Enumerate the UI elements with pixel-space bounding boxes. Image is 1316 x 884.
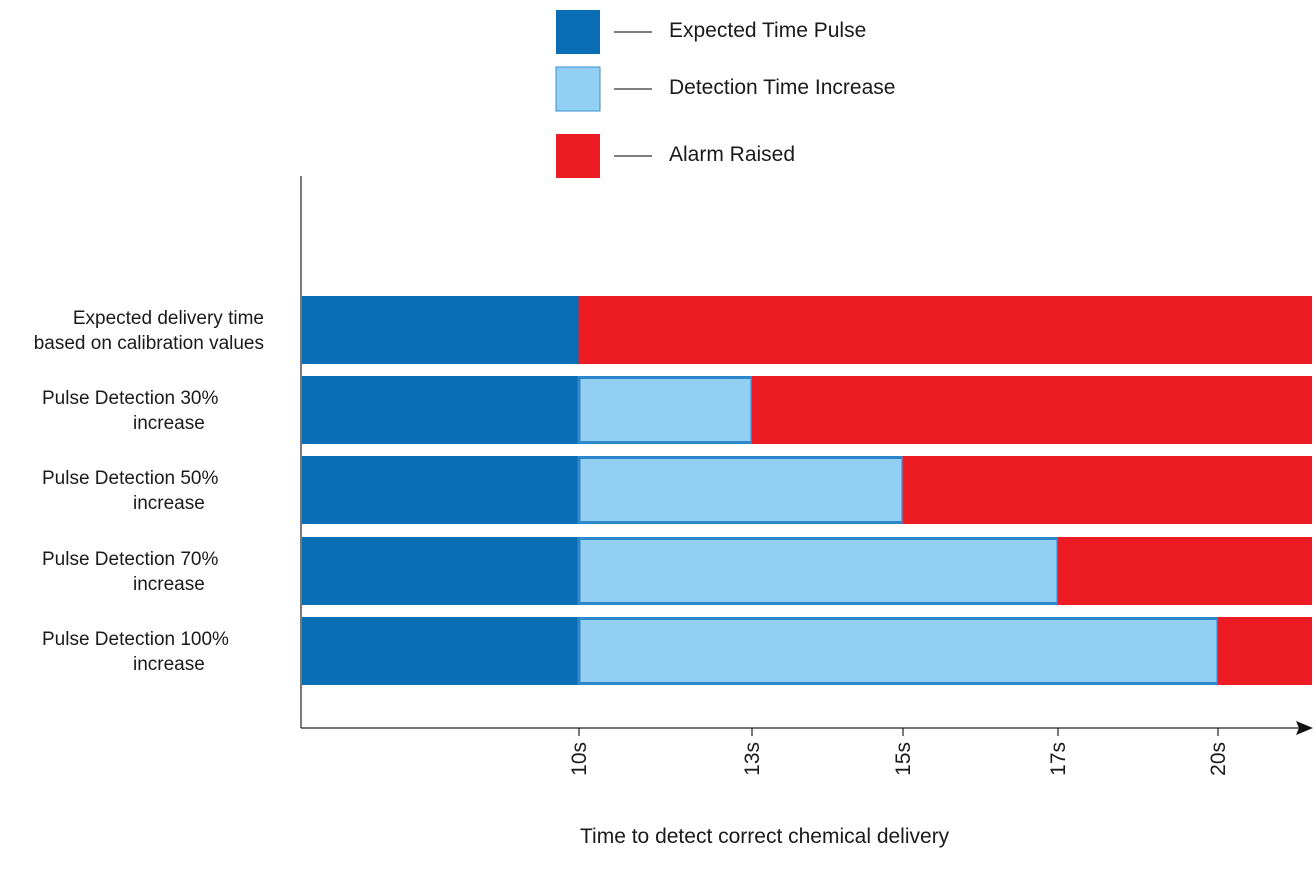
category-label: Pulse Detection 70% increase xyxy=(0,547,290,597)
category-label-line: increase xyxy=(133,493,205,514)
bar-expected xyxy=(302,537,579,605)
category-label: Pulse Detection 100% increase xyxy=(0,627,290,677)
category-label-line: Pulse Detection 100% xyxy=(42,629,229,650)
bar-alarm xyxy=(579,296,1312,364)
category-label: Pulse Detection 50% increase xyxy=(0,466,290,516)
bar-alarm xyxy=(752,376,1312,444)
x-axis-title: Time to detect correct chemical delivery xyxy=(580,825,950,848)
x-tick-label: 13s xyxy=(741,742,764,776)
category-label-line: Pulse Detection 50% xyxy=(42,468,219,489)
bar-alarm xyxy=(1058,537,1312,605)
bar-expected xyxy=(302,376,579,444)
category-label-line: increase xyxy=(133,574,205,595)
x-tick-label: 15s xyxy=(892,742,915,776)
legend-label: Alarm Raised xyxy=(669,143,796,166)
bar-detection-increase xyxy=(577,617,1220,685)
category-label-line: based on calibration values xyxy=(33,333,264,354)
bar-expected xyxy=(302,617,579,685)
legend-label: Detection Time Increase xyxy=(669,76,896,99)
legend-swatch xyxy=(555,66,601,112)
category-label-line: Pulse Detection 70% xyxy=(42,549,219,570)
bar-expected xyxy=(302,296,579,364)
legend-swatch xyxy=(556,134,600,178)
x-tick-label: 20s xyxy=(1207,742,1230,776)
bar-detection-increase xyxy=(577,537,1060,605)
legend-swatch xyxy=(556,10,600,54)
category-label: Expected delivery time based on calibrati… xyxy=(0,306,296,356)
category-label: Pulse Detection 30% increase xyxy=(0,386,290,436)
bar-detection-increase xyxy=(577,376,754,444)
x-tick-label: 17s xyxy=(1047,742,1070,776)
bar-detection-increase xyxy=(577,456,905,524)
bar-alarm xyxy=(903,456,1312,524)
x-axis-arrowhead xyxy=(1296,721,1313,735)
bar-alarm xyxy=(1218,617,1312,685)
category-label-line: Expected delivery time xyxy=(72,308,264,329)
x-tick-label: 10s xyxy=(568,742,591,776)
category-label-line: increase xyxy=(133,654,205,675)
legend-label: Expected Time Pulse xyxy=(669,19,867,42)
category-label-line: increase xyxy=(133,413,205,434)
bar-expected xyxy=(302,456,579,524)
category-label-line: Pulse Detection 30% xyxy=(42,388,219,409)
